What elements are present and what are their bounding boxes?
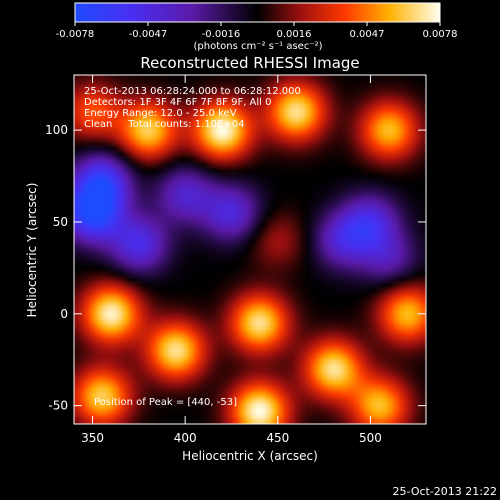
chart-title: Reconstructed RHESSI Image (140, 54, 359, 72)
annotation-peak: Position of Peak = [440, -53] (94, 397, 237, 408)
annotation-time: 25-Oct-2013 06:28:24.000 to 06:28:12.000 (84, 86, 301, 97)
plot-frame (73, 74, 427, 425)
footer-timestamp: 25-Oct-2013 21:22 (393, 485, 497, 498)
colorbar (74, 2, 441, 23)
annotation-detectors: Detectors: 1F 3F 4F 6F 7F 8F 9F, All 0 (84, 97, 272, 108)
colorbar-ticks (74, 22, 441, 26)
y-tick-label: 50 (53, 215, 68, 229)
annotation-energy: Energy Range: 12.0 - 25.0 keV (84, 108, 237, 119)
x-tick-label: 500 (359, 431, 382, 445)
colorbar-tick-label: -0.0078 (56, 29, 95, 40)
x-axis-ticks: 350 400 450 500 (81, 75, 382, 445)
colorbar-tick-label: 0.0047 (350, 29, 385, 40)
y-tick-label: 100 (45, 123, 68, 137)
colorbar-tick-label: 0.0078 (423, 29, 458, 40)
y-tick-label: 0 (60, 307, 68, 321)
x-tick-label: 350 (81, 431, 104, 445)
colorbar-tick-label: 0.0016 (277, 29, 312, 40)
colorbar-tick-labels: -0.0078 -0.0047 -0.0016 0.0016 0.0047 0.0078 (56, 29, 458, 40)
colorbar-tick-label: -0.0016 (202, 29, 241, 40)
colorbar-tick-label: -0.0047 (129, 29, 168, 40)
colorbar-unit-label: (photons cm⁻² s⁻¹ asec⁻²) (193, 41, 322, 52)
heatmap-image (74, 75, 426, 424)
annotation-clean: Clean Total counts: 1.10E+04 (84, 119, 245, 130)
x-tick-label: 400 (174, 431, 197, 445)
x-tick-label: 450 (266, 431, 289, 445)
y-axis-ticks: -50 0 50 100 (45, 123, 426, 413)
x-axis-label: Heliocentric X (arcsec) (182, 449, 318, 463)
y-axis-label: Heliocentric Y (arcsec) (25, 183, 39, 318)
y-tick-label: -50 (48, 399, 68, 413)
